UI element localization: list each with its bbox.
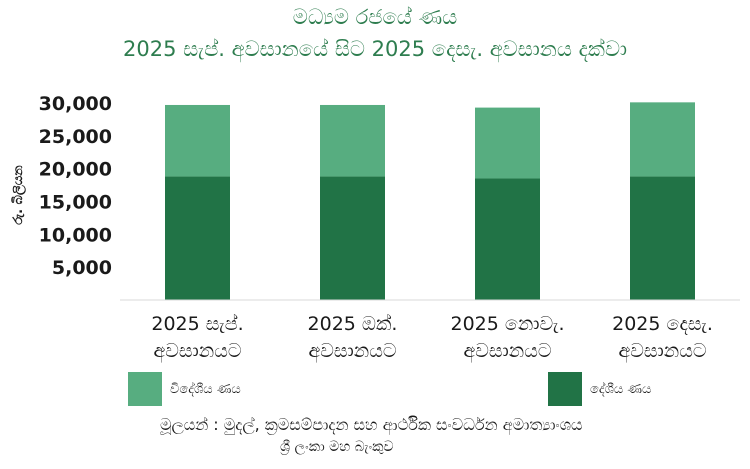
- y-tick-label: 20,000: [39, 159, 112, 181]
- x-category-label: අවසානයට: [308, 340, 396, 363]
- source-line-1: මූලයන් : මුදල්, ක්‍රමසම්පාදන සහ ආර්ථික ස…: [160, 415, 583, 434]
- x-category-label: අවසානයට: [153, 340, 241, 363]
- legend-item-domestic: දේශීය ණය: [548, 372, 651, 406]
- legend-label-foreign: විදේශීය ණය: [170, 381, 241, 397]
- y-tick-label: 5,000: [52, 257, 112, 279]
- chart-title: මධ්‍යම රජයේ ණය: [292, 5, 458, 29]
- bar-segment-foreign: [630, 102, 695, 177]
- y-tick-label: 30,000: [39, 93, 112, 115]
- y-tick-label: 15,000: [39, 192, 112, 214]
- x-category-label: අවසානයට: [618, 340, 706, 363]
- y-axis-label: රු. බිලියන: [10, 165, 27, 225]
- y-tick-label: 25,000: [39, 126, 112, 148]
- legend-swatch-domestic: [548, 372, 582, 406]
- bar-segment-domestic: [165, 176, 230, 300]
- bars-group: [165, 102, 695, 300]
- bar-segment-foreign: [475, 107, 540, 179]
- chart-subtitle: 2025 සැප්. අවසානයේ සිට 2025 දෙසැ. අවසානය…: [123, 37, 627, 61]
- legend-swatch-foreign: [128, 372, 162, 406]
- source-line-2: ශ්‍රී ලංකා මහ බැංකුව: [280, 439, 394, 455]
- x-category-labels: 2025 සැප්. අවසානයට 2025 ඔක්. අවසානයට 2025 නො…: [151, 313, 713, 363]
- legend-label-domestic: දේශීය ණය: [590, 381, 652, 397]
- y-tick-label: 10,000: [39, 224, 112, 246]
- chart-area: 5,000 10,000 15,000 20,000 25,000 30,000 2025…: [10, 93, 740, 363]
- bar-segment-domestic: [320, 176, 385, 300]
- bar-segment-foreign: [165, 104, 230, 177]
- bar-segment-domestic: [475, 178, 540, 300]
- y-tick-labels: 5,000 10,000 15,000 20,000 25,000 30,000: [39, 93, 112, 279]
- x-category-label: 2025 දෙසැ.: [612, 313, 713, 335]
- x-category-label: අවසානයට: [463, 340, 551, 363]
- x-category-label: 2025 නොවැ.: [450, 313, 564, 335]
- bar-segment-domestic: [630, 176, 695, 300]
- bar-segment-foreign: [320, 104, 385, 177]
- legend-item-foreign: විදේශීය ණය: [128, 372, 241, 406]
- x-category-label: 2025 ඔක්.: [308, 313, 398, 335]
- x-category-label: 2025 සැප්.: [151, 313, 243, 335]
- source-note: මූලයන් : මුදල්, ක්‍රමසම්පාදන සහ ආර්ථික ස…: [160, 414, 583, 458]
